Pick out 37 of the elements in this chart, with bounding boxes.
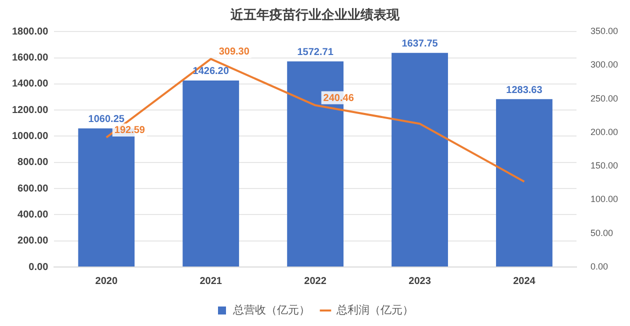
y-tick-label: 1200.00	[12, 104, 49, 116]
y2-tick-label: 100.00	[590, 194, 618, 204]
legend-label: 总利润（亿元）	[336, 304, 414, 317]
data-label: 1060.25	[88, 114, 125, 126]
legend-label: 总营收（亿元）	[232, 304, 310, 317]
data-label: 1572.71	[297, 47, 334, 58]
y-tick-label: 600.00	[18, 183, 49, 194]
y2-tick-label: 200.00	[590, 126, 618, 137]
bar	[496, 99, 552, 266]
data-label: 1426.20	[192, 66, 230, 78]
y-tick-label: 1000.00	[12, 130, 49, 142]
data-label: 192.59	[114, 125, 146, 136]
y2-tick-label: 50.00	[590, 228, 614, 238]
data-label: 309.30	[218, 46, 250, 58]
data-label: 240.46	[323, 93, 354, 104]
x-tick-label: 2022	[304, 276, 327, 287]
bar	[182, 80, 240, 266]
x-tick-label: 2023	[408, 276, 432, 287]
bar	[392, 52, 448, 266]
data-label: 1283.63	[506, 84, 543, 96]
y2-tick-label: 300.00	[590, 60, 618, 70]
y-tick-label: 400.00	[18, 209, 49, 220]
y2-tick-label: 150.00	[590, 160, 618, 171]
chart-title: 近五年疫苗行业企业业绩表现	[230, 7, 400, 22]
x-tick-label: 2024	[513, 276, 536, 287]
y-tick-label: 1400.00	[12, 78, 49, 90]
y-tick-label: 1600.00	[12, 52, 49, 64]
y-tick-label: 200.00	[18, 236, 49, 247]
data-label: 1637.75	[402, 38, 438, 50]
x-tick-label: 2021	[200, 276, 222, 287]
y-tick-label: 1800.00	[12, 26, 49, 38]
y-tick-label: 0.00	[28, 262, 49, 273]
y2-tick-label: 250.00	[590, 93, 618, 104]
y-tick-label: 800.00	[18, 157, 49, 168]
x-tick-label: 2020	[95, 276, 118, 287]
y2-tick-label: 350.00	[590, 26, 618, 36]
y2-tick-label: 0.00	[590, 261, 608, 272]
